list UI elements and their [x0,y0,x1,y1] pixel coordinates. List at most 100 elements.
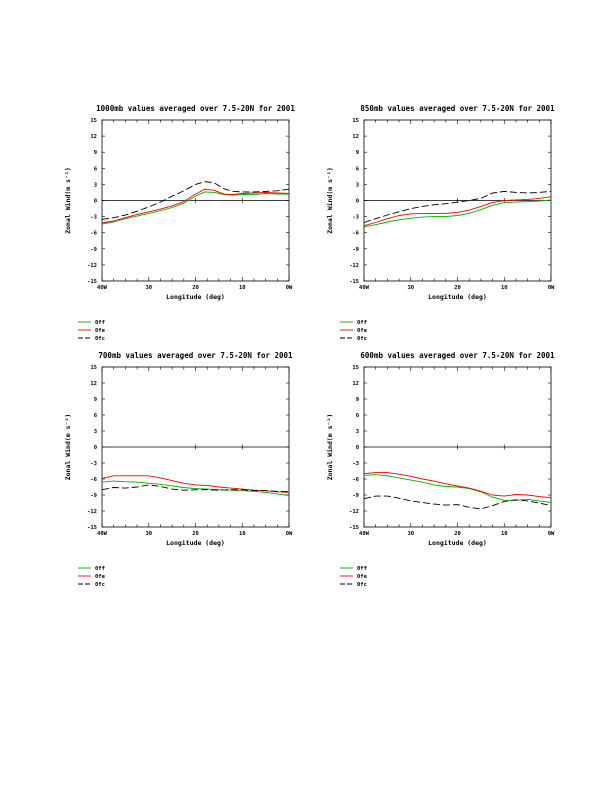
legend-label-0ff: 0ff [357,566,367,572]
legend-label-0ff: 0ff [357,320,367,326]
y-tick-label: -15 [349,279,359,285]
chart-panel-2: -15 -12 -9 -6 -3 0 3 6 9 12 15 40W 30 20 10 0W 850mb val… [326,104,555,342]
chart-panel-1: -15 -12 -9 -6 -3 0 3 6 9 12 15 40W 30 20 10 0W 1000mb va… [64,104,295,342]
legend-label-0ff: 0ff [95,320,105,326]
y-axis-label: Zonal Wind(m s⁻¹) [64,167,72,234]
x-axis-label: Longitude (deg) [428,539,487,547]
chart-panel-3: -15 -12 -9 -6 -3 0 3 6 9 12 15 40W 30 20 10 0W 700mb val… [64,351,293,588]
y-tick-label: -6 [352,231,359,237]
legend-label-0fc: 0fc [357,336,367,342]
y-tick-label: 12 [90,381,97,387]
x-tick-label: 20 [454,531,461,537]
y-tick-label: 15 [352,365,359,371]
y-tick-label: 3 [356,182,359,188]
x-axis-label: Longitude (deg) [166,293,225,301]
y-tick-label: 12 [352,134,359,140]
series-line-0ff [363,474,552,503]
y-tick-label: -6 [90,231,97,237]
y-tick-label: -9 [90,247,97,253]
legend-label-0fe: 0fe [357,328,368,334]
x-tick-label: 0W [548,285,555,291]
y-tick-label: -12 [349,263,359,269]
x-tick-label: 10 [239,285,246,291]
x-tick-label: 40W [97,285,108,291]
y-tick-label: 15 [90,365,97,371]
y-tick-label: 9 [356,397,359,403]
y-tick-label: -3 [90,461,97,467]
y-tick-label: -6 [352,477,359,483]
x-tick-label: 40W [359,285,370,291]
x-tick-label: 30 [407,285,414,291]
series-line-0fc [363,190,552,223]
y-tick-label: 12 [352,381,359,387]
x-tick-label: 30 [145,285,152,291]
y-tick-label: 9 [94,397,97,403]
y-tick-label: 15 [90,118,97,124]
y-axis-label: Zonal Wind(m s⁻¹) [326,414,334,481]
y-tick-label: 9 [94,150,97,156]
series-line-0ff [363,199,552,228]
y-tick-label: -12 [87,263,97,269]
x-tick-label: 20 [192,531,199,537]
x-tick-label: 20 [192,285,199,291]
chart-title: 1000mb values averaged over 7.5-20N for … [96,104,295,113]
legend-label-0ff: 0ff [95,566,105,572]
y-tick-label: 3 [356,429,359,435]
chart-title: 850mb values averaged over 7.5-20N for 2… [360,104,555,113]
series-line-0ff [101,480,290,496]
y-tick-label: -15 [87,525,97,531]
legend-label-0fc: 0fc [95,336,105,342]
x-tick-label: 0W [286,531,293,537]
y-tick-label: 0 [94,199,97,205]
x-tick-label: 30 [145,531,152,537]
y-tick-label: 0 [94,445,97,451]
chart-title: 600mb values averaged over 7.5-20N for 2… [360,351,555,360]
y-tick-label: 9 [356,150,359,156]
series-line-0fc [363,495,552,510]
x-tick-label: 10 [501,285,508,291]
y-tick-label: 6 [356,166,360,172]
y-tick-label: -3 [352,215,359,221]
y-tick-label: 0 [356,199,359,205]
legend-label-0fe: 0fe [357,574,368,580]
series-line-0fe [363,472,552,499]
y-tick-label: -3 [90,215,97,221]
series-line-0fc [101,181,290,220]
x-axis-label: Longitude (deg) [428,293,487,301]
chart-title: 700mb values averaged over 7.5-20N for 2… [98,351,293,360]
y-tick-label: -9 [90,493,97,499]
y-axis-label: Zonal Wind(m s⁻¹) [64,414,72,481]
y-tick-label: 6 [94,413,98,419]
x-tick-label: 0W [548,531,555,537]
y-tick-label: 3 [94,429,97,435]
legend-label-0fc: 0fc [95,582,105,588]
y-axis-label: Zonal Wind(m s⁻¹) [326,167,334,234]
y-tick-label: -9 [352,493,359,499]
y-tick-label: 3 [94,182,97,188]
series-line-0fc [101,484,290,493]
y-tick-label: -15 [87,279,97,285]
legend-label-0fe: 0fe [95,574,106,580]
x-tick-label: 10 [501,531,508,537]
y-tick-label: -12 [87,509,97,515]
x-tick-label: 20 [454,285,461,291]
y-tick-label: -15 [349,525,359,531]
legend-label-0fe: 0fe [95,328,106,334]
series-line-0fe [101,188,290,224]
x-tick-label: 30 [407,531,414,537]
y-tick-label: 6 [356,413,360,419]
y-tick-label: 12 [90,134,97,140]
x-tick-label: 10 [239,531,246,537]
x-tick-label: 0W [286,285,293,291]
x-axis-label: Longitude (deg) [166,539,225,547]
y-tick-label: 6 [94,166,98,172]
y-tick-label: -6 [90,477,97,483]
series-line-0fe [363,196,552,227]
y-tick-label: 15 [352,118,359,124]
y-tick-label: -9 [352,247,359,253]
y-tick-label: -3 [352,461,359,467]
x-tick-label: 40W [359,531,370,537]
chart-panel-4: -15 -12 -9 -6 -3 0 3 6 9 12 15 40W 30 20 10 0W 600mb val… [326,351,555,588]
series-line-0ff [101,191,289,225]
